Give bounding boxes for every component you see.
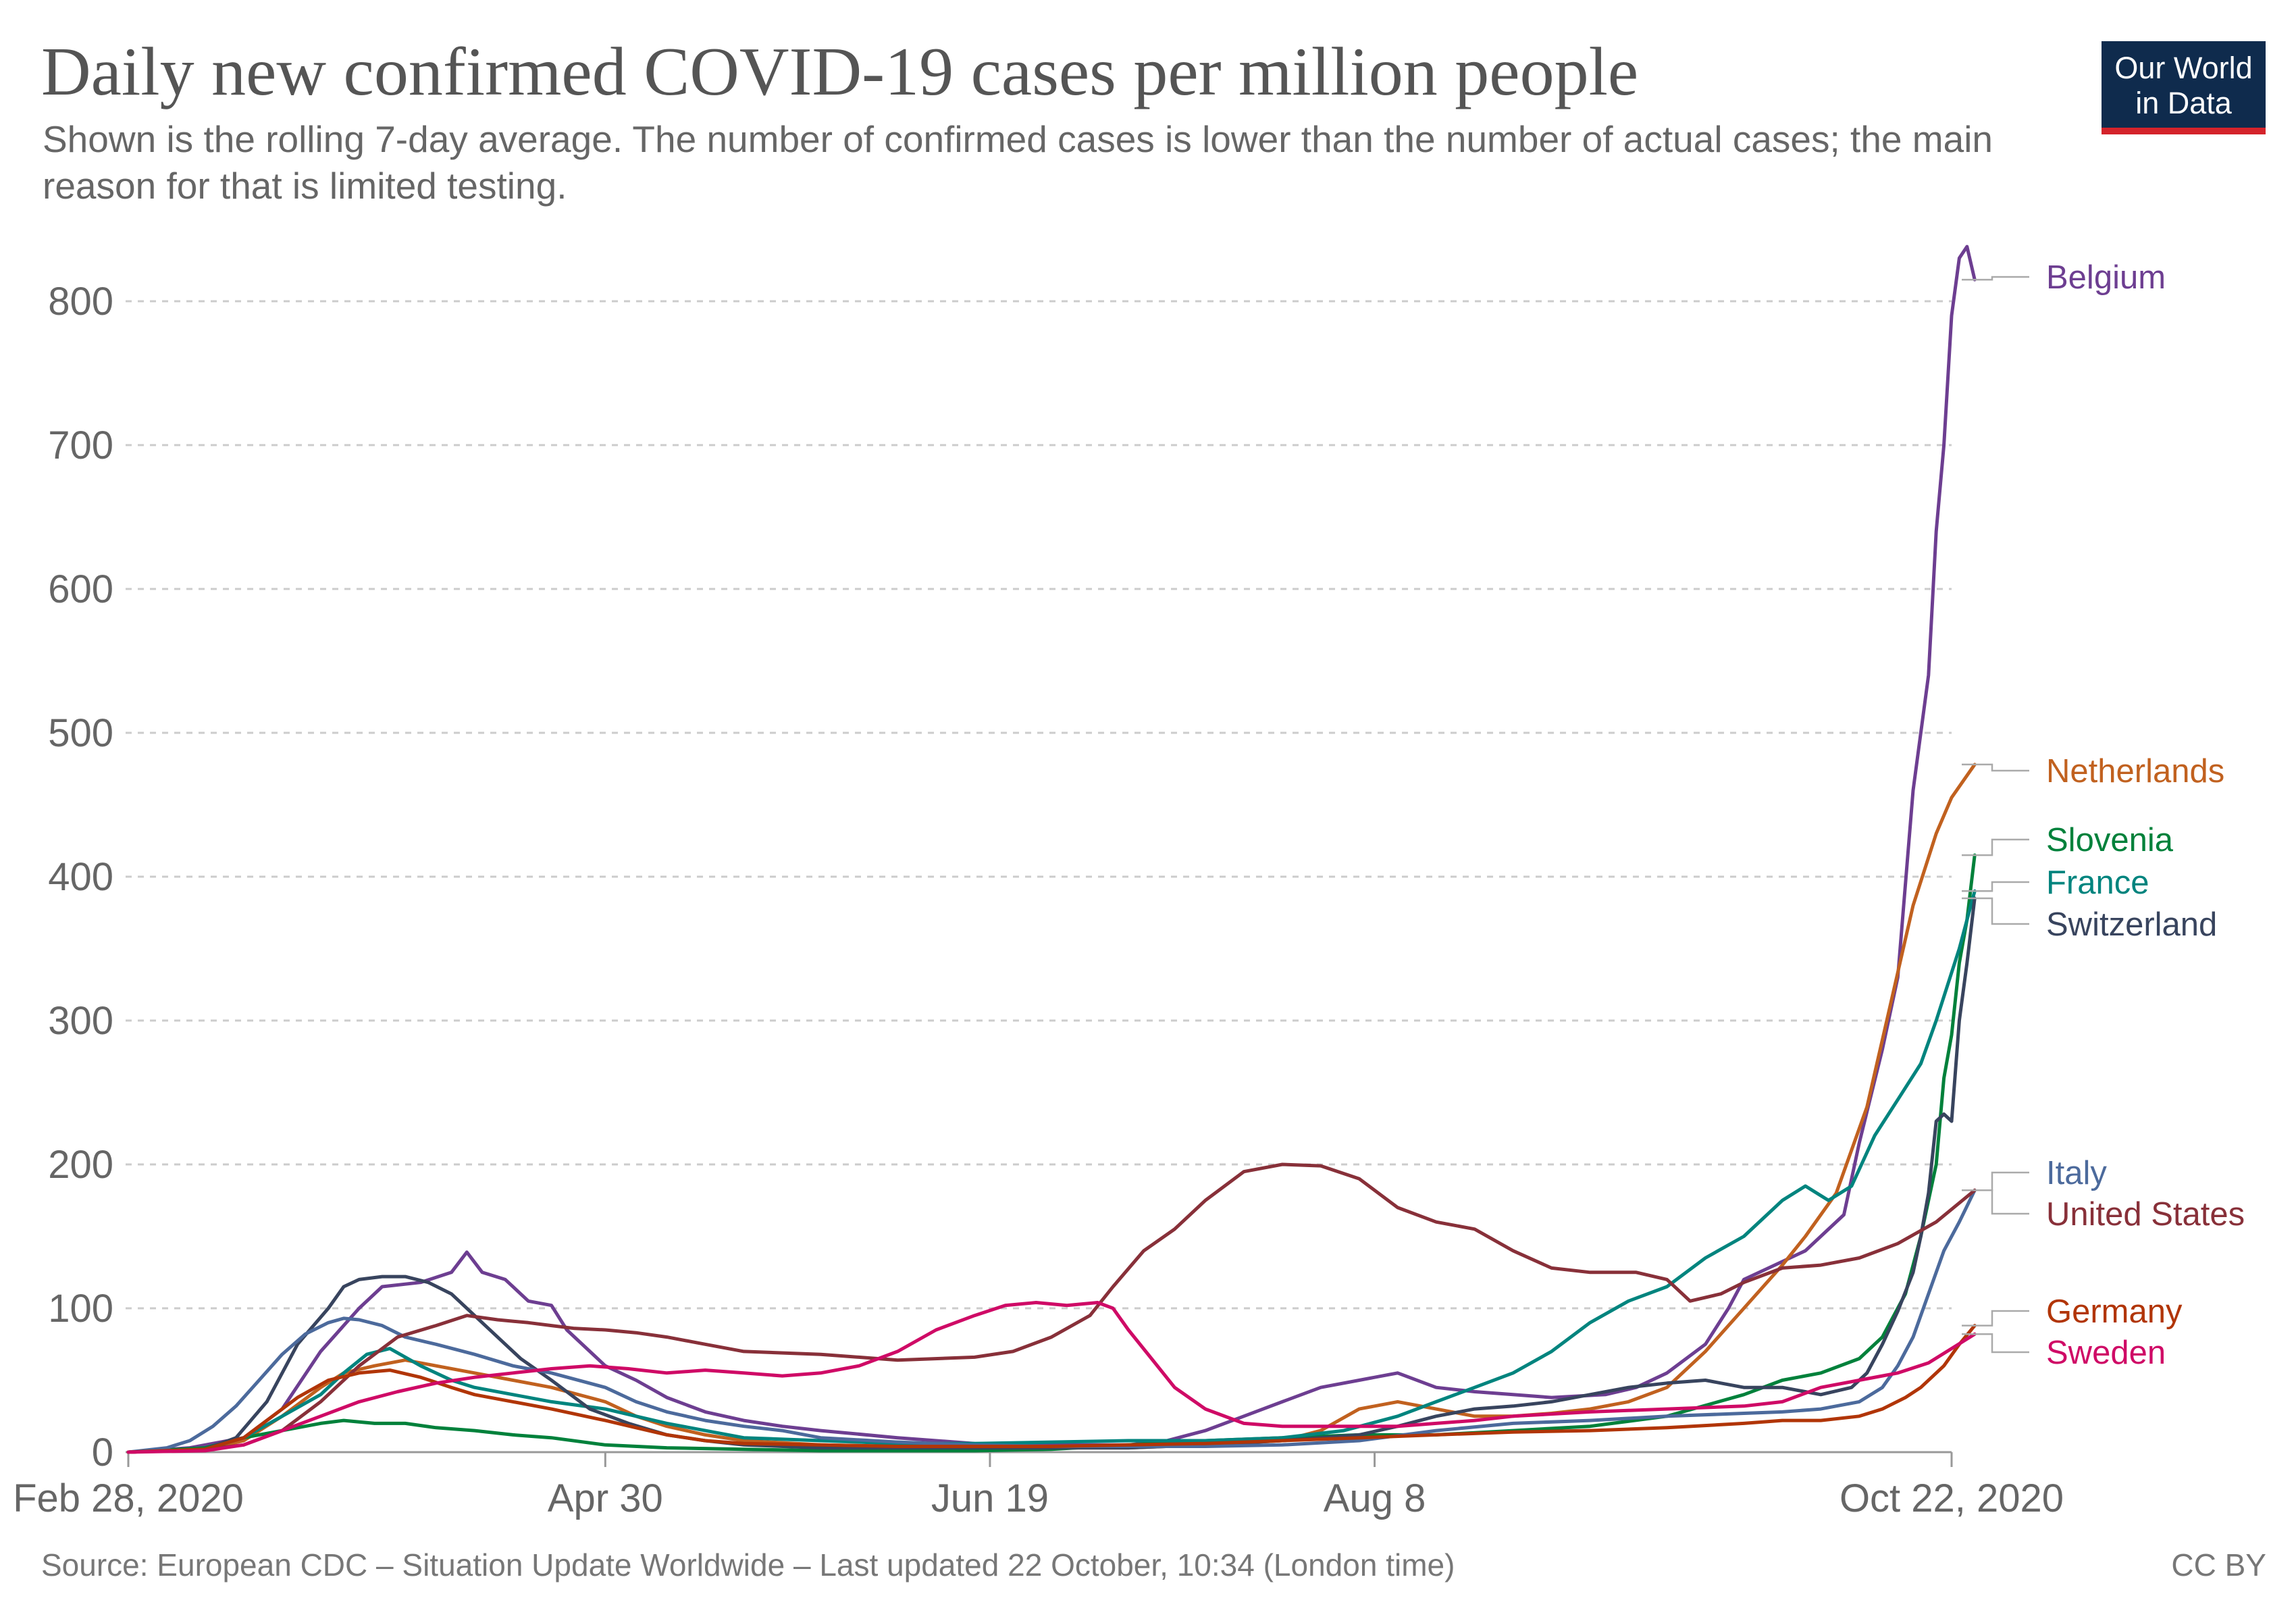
legend-connector-germany xyxy=(1962,1310,2029,1327)
y-tick-label-500: 500 xyxy=(48,711,113,755)
legend-label-netherlands[interactable]: Netherlands xyxy=(2046,753,2224,790)
legend-connector-switzerland xyxy=(1962,897,2029,925)
series-line-switzerland[interactable] xyxy=(126,896,1977,1454)
chart-subtitle: Shown is the rolling 7-day average. The … xyxy=(43,118,1993,207)
license-link[interactable]: CC BY xyxy=(2171,1547,2266,1583)
legend-connector-netherlands xyxy=(1962,763,2029,772)
logo-line-1: Our World xyxy=(2114,51,2253,85)
y-tick-label-300: 300 xyxy=(48,999,113,1043)
gridlines: 0 100 200 300 400 500 600 700 800 xyxy=(48,280,1952,1474)
series-line-italy[interactable] xyxy=(126,1188,1977,1454)
legend-label-united-states[interactable]: United States xyxy=(2046,1196,2245,1233)
series-line-slovenia[interactable] xyxy=(126,853,1977,1454)
source-note: Source: European CDC – Situation Update … xyxy=(41,1547,1455,1583)
y-tick-label-400: 400 xyxy=(48,855,113,899)
legend-connector-france xyxy=(1962,881,2029,892)
legend-connector-united-states xyxy=(1962,1189,2029,1215)
y-tick-label-600: 600 xyxy=(48,567,113,611)
y-tick-label-100: 100 xyxy=(48,1287,113,1331)
legend-label-slovenia[interactable]: Slovenia xyxy=(2046,822,2174,858)
legend-label-belgium[interactable]: Belgium xyxy=(2046,259,2166,296)
chart-title: Daily new confirmed COVID-19 cases per m… xyxy=(41,34,1639,110)
y-tick-label-200: 200 xyxy=(48,1143,113,1187)
y-tick-label-700: 700 xyxy=(48,423,113,467)
legend-connector-italy xyxy=(1962,1171,2029,1191)
x-tick-label-3: Aug 8 xyxy=(1324,1476,1426,1520)
x-tick-label-1: Apr 30 xyxy=(548,1476,663,1520)
legend-connector-slovenia xyxy=(1962,838,2029,856)
x-tick-label-2: Jun 19 xyxy=(931,1476,1049,1520)
legend: Belgium Netherlands Slovenia France Switzerl… xyxy=(1962,259,2245,1371)
x-tick-label-4: Oct 22, 2020 xyxy=(1840,1476,2064,1520)
y-tick-label-0: 0 xyxy=(92,1431,113,1474)
series-line-germany[interactable] xyxy=(126,1324,1977,1454)
legend-label-france[interactable]: France xyxy=(2046,865,2149,901)
x-axis: Feb 28, 2020 Apr 30 Jun 19 Aug 8 Oct 22, 202… xyxy=(13,1451,2064,1520)
legend-label-sweden[interactable]: Sweden xyxy=(2046,1335,2166,1371)
legend-connector-belgium xyxy=(1962,276,2029,281)
y-tick-label-800: 800 xyxy=(48,280,113,324)
series-line-united-states[interactable] xyxy=(126,1162,1977,1454)
legend-label-italy[interactable]: Italy xyxy=(2046,1155,2107,1191)
series-lines xyxy=(126,245,1977,1454)
series-line-france[interactable] xyxy=(126,889,1977,1454)
our-world-in-data-logo[interactable]: Our World in Data xyxy=(2102,41,2266,134)
series-line-belgium[interactable] xyxy=(126,245,1977,1454)
legend-label-germany[interactable]: Germany xyxy=(2046,1293,2183,1330)
series-line-sweden[interactable] xyxy=(126,1301,1977,1454)
logo-line-2: in Data xyxy=(2135,86,2232,120)
legend-connector-sweden xyxy=(1962,1333,2029,1354)
legend-label-switzerland[interactable]: Switzerland xyxy=(2046,906,2217,943)
x-tick-label-0: Feb 28, 2020 xyxy=(13,1476,244,1520)
